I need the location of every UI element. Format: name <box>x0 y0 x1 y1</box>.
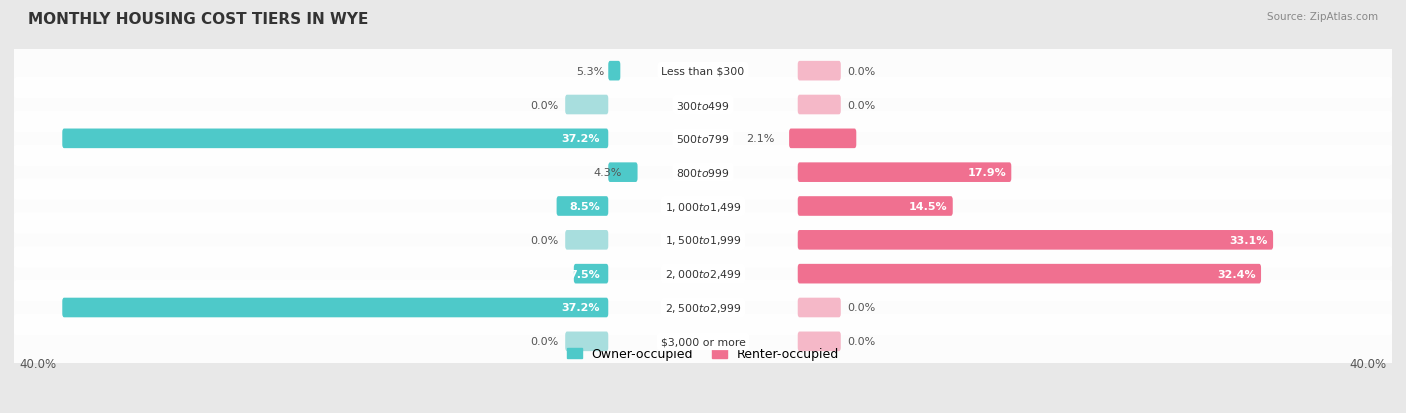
FancyBboxPatch shape <box>565 230 609 250</box>
FancyBboxPatch shape <box>557 197 609 216</box>
FancyBboxPatch shape <box>565 332 609 351</box>
Text: 5.3%: 5.3% <box>576 66 605 76</box>
FancyBboxPatch shape <box>797 163 1011 183</box>
Text: 0.0%: 0.0% <box>530 235 558 245</box>
FancyBboxPatch shape <box>797 332 841 351</box>
FancyBboxPatch shape <box>13 78 1393 133</box>
FancyBboxPatch shape <box>62 298 609 318</box>
Text: 32.4%: 32.4% <box>1218 269 1256 279</box>
FancyBboxPatch shape <box>13 112 1393 166</box>
Text: 0.0%: 0.0% <box>848 303 876 313</box>
FancyBboxPatch shape <box>13 213 1393 268</box>
FancyBboxPatch shape <box>574 264 609 284</box>
Text: $1,500 to $1,999: $1,500 to $1,999 <box>665 234 741 247</box>
FancyBboxPatch shape <box>13 314 1393 369</box>
FancyBboxPatch shape <box>13 145 1393 200</box>
Text: $800 to $999: $800 to $999 <box>676 167 730 179</box>
Text: $2,500 to $2,999: $2,500 to $2,999 <box>665 301 741 314</box>
FancyBboxPatch shape <box>797 298 841 318</box>
Text: 40.0%: 40.0% <box>1350 357 1386 370</box>
Text: Less than $300: Less than $300 <box>661 66 745 76</box>
FancyBboxPatch shape <box>565 95 609 115</box>
Text: 7.5%: 7.5% <box>569 269 599 279</box>
Text: 0.0%: 0.0% <box>848 100 876 110</box>
FancyBboxPatch shape <box>609 163 637 183</box>
Text: 0.0%: 0.0% <box>530 100 558 110</box>
Text: $300 to $499: $300 to $499 <box>676 99 730 111</box>
Text: Source: ZipAtlas.com: Source: ZipAtlas.com <box>1267 12 1378 22</box>
Text: $1,000 to $1,499: $1,000 to $1,499 <box>665 200 741 213</box>
Text: 33.1%: 33.1% <box>1230 235 1268 245</box>
Text: 8.5%: 8.5% <box>569 202 599 211</box>
Text: 0.0%: 0.0% <box>848 66 876 76</box>
FancyBboxPatch shape <box>13 247 1393 301</box>
FancyBboxPatch shape <box>13 44 1393 99</box>
Text: $3,000 or more: $3,000 or more <box>661 337 745 347</box>
Text: MONTHLY HOUSING COST TIERS IN WYE: MONTHLY HOUSING COST TIERS IN WYE <box>28 12 368 27</box>
FancyBboxPatch shape <box>789 129 856 149</box>
FancyBboxPatch shape <box>797 264 1261 284</box>
Text: 0.0%: 0.0% <box>530 337 558 347</box>
Legend: Owner-occupied, Renter-occupied: Owner-occupied, Renter-occupied <box>567 347 839 361</box>
FancyBboxPatch shape <box>609 62 620 81</box>
Text: 4.3%: 4.3% <box>593 168 621 178</box>
Text: 37.2%: 37.2% <box>561 303 599 313</box>
Text: 0.0%: 0.0% <box>848 337 876 347</box>
FancyBboxPatch shape <box>62 129 609 149</box>
FancyBboxPatch shape <box>13 179 1393 234</box>
FancyBboxPatch shape <box>13 280 1393 335</box>
FancyBboxPatch shape <box>797 95 841 115</box>
Text: $500 to $799: $500 to $799 <box>676 133 730 145</box>
Text: 17.9%: 17.9% <box>967 168 1007 178</box>
Text: 14.5%: 14.5% <box>908 202 948 211</box>
Text: $2,000 to $2,499: $2,000 to $2,499 <box>665 268 741 280</box>
FancyBboxPatch shape <box>797 197 953 216</box>
Text: 37.2%: 37.2% <box>561 134 599 144</box>
FancyBboxPatch shape <box>797 230 1272 250</box>
Text: 40.0%: 40.0% <box>20 357 56 370</box>
FancyBboxPatch shape <box>797 62 841 81</box>
Text: 2.1%: 2.1% <box>747 134 775 144</box>
